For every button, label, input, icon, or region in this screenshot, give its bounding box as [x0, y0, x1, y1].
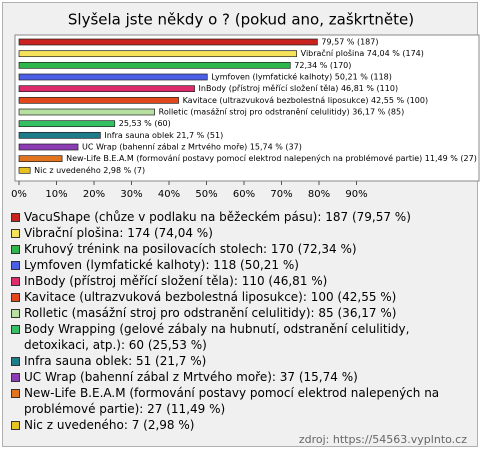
- legend-item: Body Wrapping (gelové zábaly na hubnutí,…: [11, 321, 467, 353]
- legend-swatch: [11, 357, 20, 366]
- value-label: Vibrační plošina 74,04 % (174): [301, 48, 424, 58]
- legend-text: VacuShape (chůze v podlaku na běžeckém p…: [24, 210, 411, 224]
- chart: Slyšela jste někdy o ? (pokud ano, zaškr…: [11, 11, 480, 200]
- bar: [18, 108, 155, 116]
- legend-item: Infra sauna oblek: 51 (21,7 %): [11, 353, 467, 369]
- bar: [18, 143, 79, 151]
- x-tick-label: 20%: [83, 189, 105, 200]
- x-tick-label: 0%: [11, 189, 27, 200]
- bar: [18, 96, 179, 104]
- legend-text: Body Wrapping (gelové zábaly na hubnutí,…: [24, 322, 410, 352]
- legend-swatch: [11, 213, 20, 222]
- legend-text: Infra sauna oblek: 51 (21,7 %): [24, 354, 207, 368]
- value-label: New-Life B.E.A.M (formování postavy pomo…: [66, 153, 477, 163]
- legend-item: UC Wrap (bahenní zábal z Mrtvého moře): …: [11, 369, 467, 385]
- x-tick-label: 80%: [308, 189, 330, 200]
- legend-swatch: [11, 309, 20, 318]
- plot: 79,57 % (187)Vibrační plošina 74,04 % (1…: [18, 38, 477, 175]
- value-label: InBody (přístroj měřící složení těla) 46…: [199, 84, 399, 93]
- legend-text: Lymfoven (lymfatické kalhoty): 118 (50,2…: [24, 258, 299, 272]
- x-tick-label: 70%: [270, 189, 292, 200]
- bar: [18, 166, 31, 174]
- source: zdroj: https://54563.vyplnto.cz: [298, 433, 467, 446]
- legend-text: Vibrační plošina: 174 (74,04 %): [24, 226, 213, 240]
- x-tick-label: 50%: [195, 189, 217, 200]
- value-label: Rolletic (masážní stroj pro odstranění c…: [159, 108, 405, 117]
- value-label: Kavitace (ultrazvuková bezbolestná lipos…: [183, 96, 429, 105]
- value-label: 72,34 % (170): [294, 61, 351, 70]
- bar: [18, 73, 208, 81]
- legend-text: Kruhový trénink na posilovacích stolech:…: [24, 242, 357, 256]
- legend-item: Kavitace (ultrazvuková bezbolestná lipos…: [11, 289, 467, 305]
- legend-text: Rolletic (masážní stroj pro odstranění c…: [24, 306, 397, 320]
- legend-swatch: [11, 373, 20, 382]
- legend-swatch: [11, 421, 20, 430]
- value-label: 79,57 % (187): [321, 38, 378, 47]
- legend-item: Nic z uvedeného: 7 (2,98 %): [11, 417, 467, 433]
- bar: [18, 61, 291, 69]
- chart-title: Slyšela jste někdy o ? (pokud ano, zaškr…: [68, 11, 414, 29]
- legend-text: Nic z uvedeného: 7 (2,98 %): [24, 418, 195, 432]
- bar: [18, 155, 63, 163]
- legend-swatch: [11, 277, 20, 286]
- x-tick-label: 30%: [120, 189, 142, 200]
- x-tick-label: 60%: [233, 189, 255, 200]
- legend-item: Vibrační plošina: 174 (74,04 %): [11, 225, 467, 241]
- bar: [18, 120, 116, 128]
- legend-swatch: [11, 389, 20, 398]
- legend-text: UC Wrap (bahenní zábal z Mrtvého moře): …: [24, 370, 358, 384]
- legend-swatch: [11, 325, 20, 334]
- legend-item: Kruhový trénink na posilovacích stolech:…: [11, 241, 467, 257]
- legend-item: New-Life B.E.A.M (formování postavy pomo…: [11, 385, 467, 417]
- bar: [18, 50, 297, 58]
- value-label: Lymfoven (lymfatické kalhoty) 50,21 % (1…: [211, 72, 392, 82]
- bar: [18, 85, 195, 93]
- bar: [18, 131, 101, 139]
- value-label: UC Wrap (bahenní zábal z Mrtvého moře) 1…: [82, 142, 302, 152]
- x-tick-label: 90%: [345, 189, 367, 200]
- legend-text: New-Life B.E.A.M (formování postavy pomo…: [24, 386, 440, 416]
- legend-swatch: [11, 229, 20, 238]
- x-tick-label: 10%: [45, 189, 67, 200]
- x-tick-label: 40%: [158, 189, 180, 200]
- legend-swatch: [11, 293, 20, 302]
- legend-item: Lymfoven (lymfatické kalhoty): 118 (50,2…: [11, 257, 467, 273]
- legend-swatch: [11, 261, 20, 270]
- value-label: 25,53 % (60): [119, 119, 171, 128]
- value-label: Infra sauna oblek 21,7 % (51): [104, 131, 223, 140]
- plot-area: [14, 34, 480, 182]
- legend-text: InBody (přístroj měřící složení těla): 1…: [24, 274, 328, 288]
- legend-swatch: [11, 245, 20, 254]
- legend-text: Kavitace (ultrazvuková bezbolestná lipos…: [24, 290, 397, 304]
- legend-item: VacuShape (chůze v podlaku na běžeckém p…: [11, 209, 467, 225]
- legend: VacuShape (chůze v podlaku na běžeckém p…: [11, 209, 467, 433]
- legend-item: InBody (přístroj měřící složení těla): 1…: [11, 273, 467, 289]
- value-label: Nic z uvedeného 2,98 % (7): [34, 165, 145, 175]
- bar: [18, 38, 318, 46]
- legend-item: Rolletic (masážní stroj pro odstranění c…: [11, 305, 467, 321]
